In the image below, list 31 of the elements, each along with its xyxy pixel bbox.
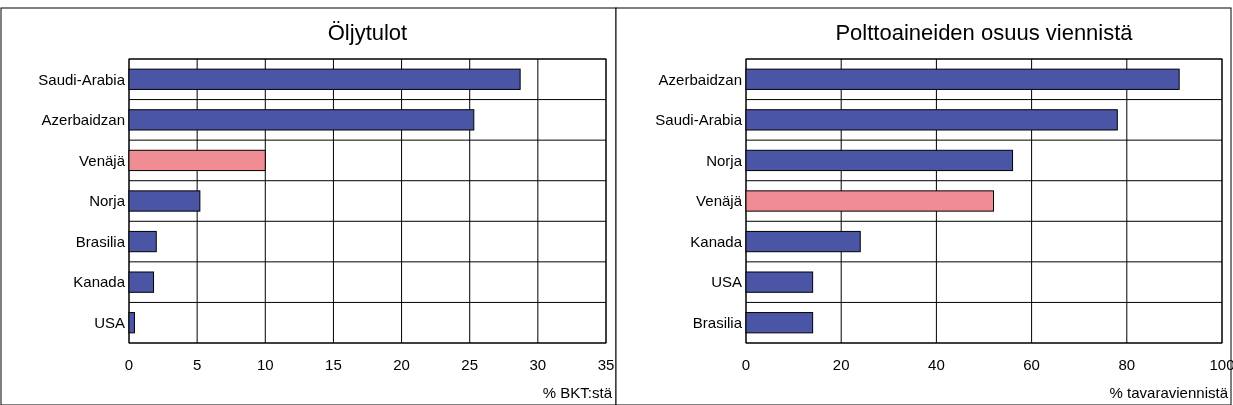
x-tick-label: 0 [124, 356, 134, 373]
x-tick-label: 5 [192, 356, 202, 373]
y-tick-label: Norja [89, 192, 126, 210]
y-tick-label: Saudi-Arabia [655, 111, 743, 129]
y-tick-label: Norja [706, 151, 743, 169]
x-axis-title: % tavaraviennistä [1109, 384, 1229, 401]
x-tick-label: 0 [741, 356, 751, 373]
y-tick-label: Brasilia [75, 232, 126, 250]
x-tick-label: 20 [832, 356, 850, 373]
y-tick-label: Azerbaidzan [41, 111, 125, 129]
y-tick-label: Azerbaidzan [658, 70, 742, 88]
chart-title: Polttoaineiden osuus viennistä [835, 20, 1134, 45]
y-tick-label: USA [711, 273, 742, 291]
x-tick-label: 25 [461, 356, 479, 373]
x-tick-label: 15 [325, 356, 342, 373]
y-tick-label: Brasilia [692, 313, 743, 331]
y-tick-label: Kanada [690, 232, 743, 250]
x-axis-title: % BKT:stä [542, 384, 613, 401]
y-tick-label: Saudi-Arabia [38, 70, 126, 88]
y-tick-label: Venäjä [696, 192, 743, 210]
chart-title: Öljytulot [327, 20, 408, 45]
x-tick-label: 35 [597, 356, 615, 373]
x-tick-label: 20 [393, 356, 410, 373]
x-tick-label: 80 [1118, 356, 1136, 373]
y-tick-label: Kanada [73, 273, 126, 291]
x-tick-label: 10 [256, 356, 274, 373]
y-tick-label: Venäjä [79, 151, 126, 169]
x-tick-label: 60 [1023, 356, 1040, 373]
y-tick-label: USA [94, 313, 125, 331]
x-tick-label: 40 [928, 356, 945, 373]
x-tick-label: 30 [529, 356, 547, 373]
